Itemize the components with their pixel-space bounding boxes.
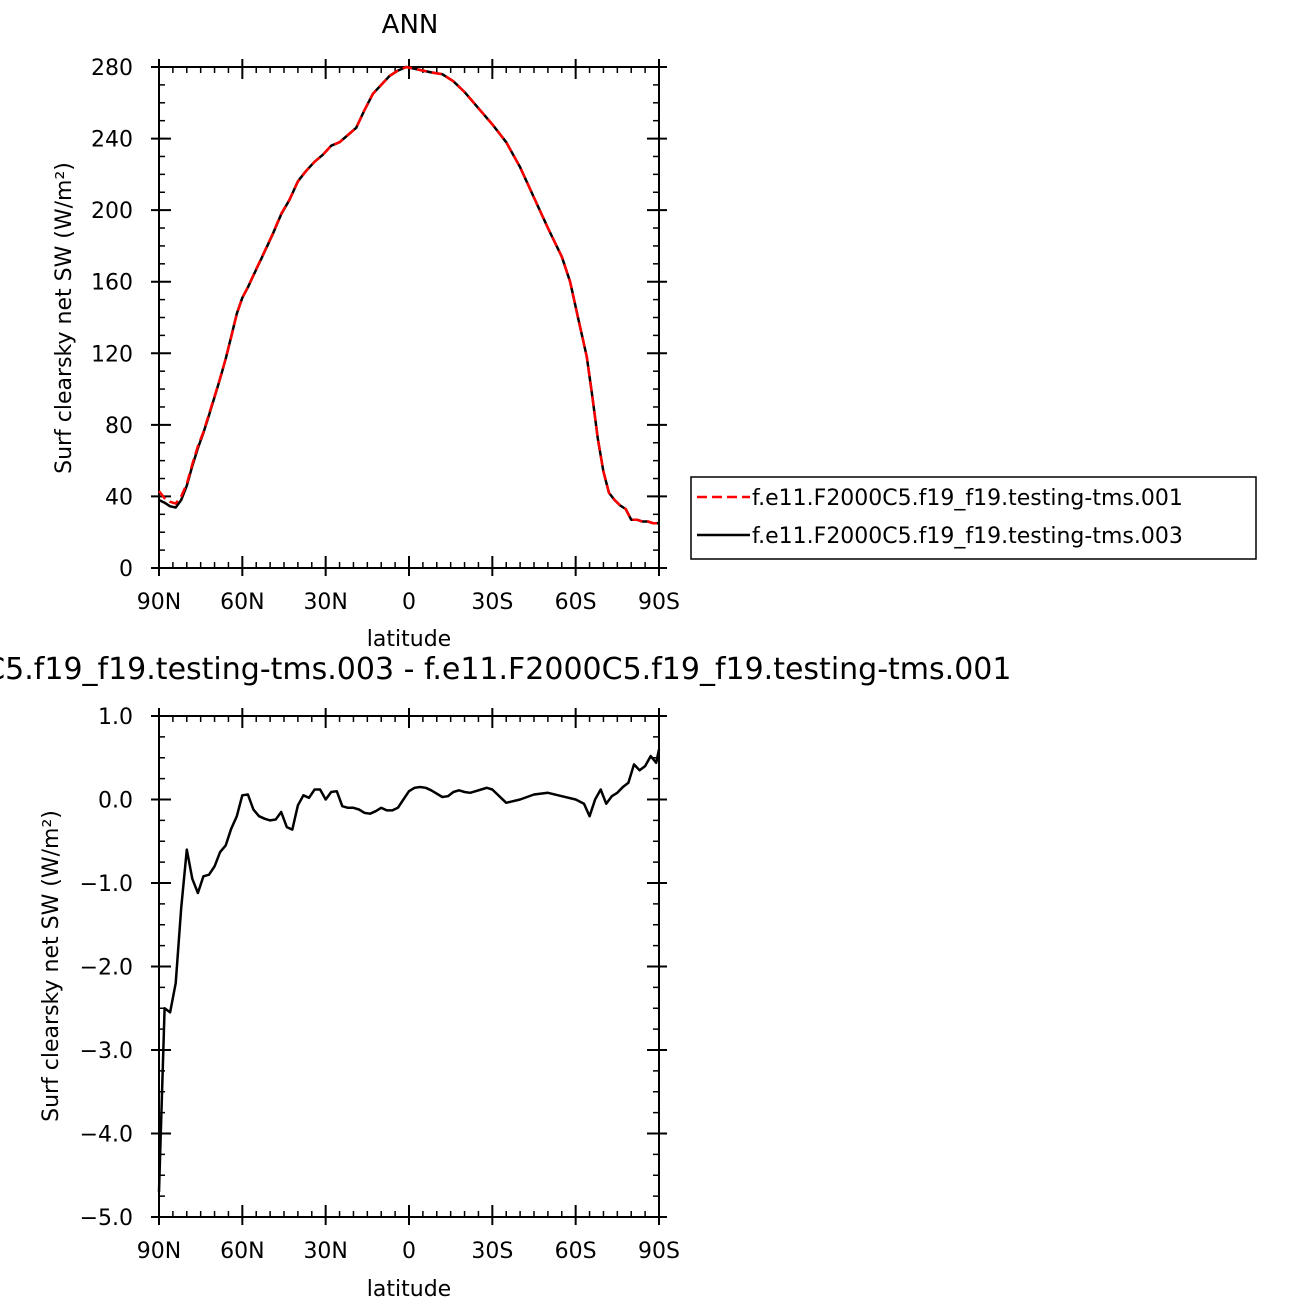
- top-chart-legend: f.e11.F2000C5.f19_f19.testing-tms.001 f.e…: [690, 476, 1257, 560]
- top-chart-frame: [158, 66, 660, 569]
- top-chart-x-tick-label: 0: [402, 590, 416, 615]
- top-chart: ANN 90N 60N 30N 0 30S 60S 90S 0 40 80 120 160 200 240…: [52, 10, 1257, 652]
- bottom-chart-x-tick-label: 60N: [220, 1239, 264, 1264]
- top-chart-y-tick-label: 0: [119, 557, 133, 582]
- bottom-chart-x-tick-label: 30N: [303, 1239, 347, 1264]
- bottom-chart-x-tick-label: 30S: [471, 1239, 513, 1264]
- bottom-chart-y-tick-label: −1.0: [80, 872, 133, 897]
- bottom-chart-y-tick-label: −5.0: [80, 1206, 133, 1231]
- bottom-chart-x-tick-label: 0: [402, 1239, 416, 1264]
- bottom-chart-x-tick-label: 90S: [638, 1239, 680, 1264]
- bottom-chart-x-axis-label: latitude: [367, 1277, 451, 1302]
- top-chart-y-tick-label: 240: [91, 128, 133, 153]
- top-chart-x-tick-label: 60S: [555, 590, 597, 615]
- top-chart-x-axis-label: latitude: [367, 627, 451, 652]
- top-chart-x-tick-label: 90N: [137, 590, 181, 615]
- top-chart-y-tick-label: 200: [91, 199, 133, 224]
- bottom-chart-y-tick-label: 1.0: [98, 705, 133, 730]
- bottom-chart-x-tick-label: 90N: [137, 1239, 181, 1264]
- bottom-chart-y-tick-label: −2.0: [80, 956, 133, 981]
- top-chart-y-tick-label: 80: [105, 414, 133, 439]
- top-chart-plot-area: 90N 60N 30N 0 30S 60S 90S 0 40 80 120 160 200 240 280: [91, 56, 680, 615]
- top-chart-series-line-1: [158, 65, 659, 525]
- top-chart-y-tick-label: 280: [91, 56, 133, 81]
- top-chart-y-tick-label: 120: [91, 342, 133, 367]
- legend-label-2: f.e11.F2000C5.f19_f19.testing-tms.003: [752, 524, 1183, 549]
- bottom-chart-y-tick-label: −4.0: [80, 1123, 133, 1148]
- top-chart-x-tick-label: 90S: [638, 590, 680, 615]
- bottom-chart-y-tick-label: 0.0: [98, 789, 133, 814]
- top-chart-y-tick-label: 160: [91, 271, 133, 296]
- bottom-chart-y-tick-label: −3.0: [80, 1039, 133, 1064]
- bottom-chart-plot-area: 90N 60N 30N 0 30S 60S 90S −5.0 −4.0 −3.0 −2.0 −1.0 0…: [80, 705, 680, 1264]
- bottom-chart-title: f.e11.F2000C5.f19_f19.testing-tms.003 - …: [0, 652, 1011, 687]
- bottom-chart-x-tick-label: 60S: [555, 1239, 597, 1264]
- top-chart-y-axis-label: Surf clearsky net SW (W/m²): [52, 162, 77, 474]
- top-chart-x-tick-label: 30N: [303, 590, 347, 615]
- top-chart-x-tick-label: 30S: [471, 590, 513, 615]
- top-chart-series-line-2: [158, 65, 659, 525]
- top-chart-x-tick-label: 60N: [220, 590, 264, 615]
- bottom-chart-series-line-1: [157, 749, 661, 1193]
- bottom-chart: f.e11.F2000C5.f19_f19.testing-tms.003 - …: [0, 652, 1011, 1302]
- top-chart-title: ANN: [382, 10, 439, 40]
- top-chart-y-tick-label: 40: [105, 485, 133, 510]
- bottom-chart-y-axis-label: Surf clearsky net SW (W/m²): [39, 810, 64, 1122]
- legend-label-1: f.e11.F2000C5.f19_f19.testing-tms.001: [752, 486, 1183, 511]
- legend-box: [690, 476, 1257, 560]
